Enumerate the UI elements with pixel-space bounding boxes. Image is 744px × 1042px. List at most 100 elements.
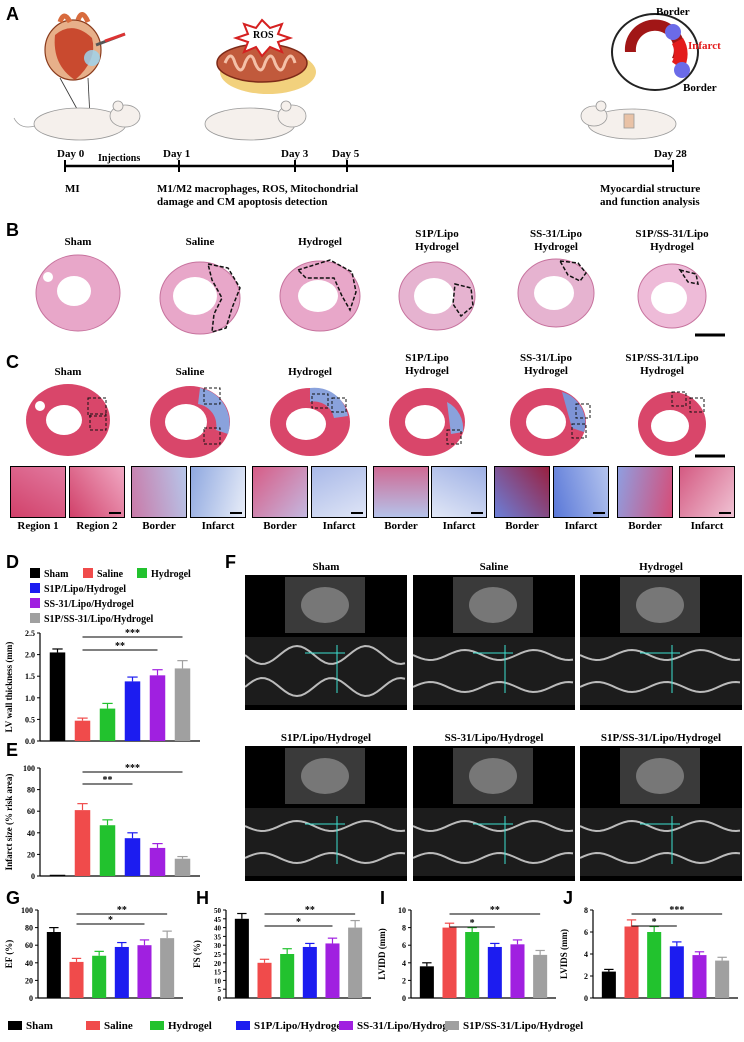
legend-swatch <box>30 583 40 593</box>
panel-label-h: H <box>196 888 209 908</box>
bar <box>92 955 107 998</box>
legend-item: Sham <box>30 568 68 580</box>
timeline-day1: Day 1 <box>163 148 191 160</box>
scale-bar-inset <box>230 512 242 514</box>
b-mode-heart <box>636 587 684 623</box>
timeline-detection-2: damage and CM apoptosis detection <box>157 196 328 208</box>
legend-swatch <box>150 1021 164 1030</box>
legend-label: Sham <box>44 569 69 580</box>
legend-swatch <box>236 1021 250 1030</box>
y-tick-label: 6 <box>402 941 406 950</box>
group-label-c: Saline <box>175 366 205 378</box>
m-mode-wall-trace <box>412 819 574 832</box>
legend-swatch <box>30 598 40 608</box>
y-tick-label: 8 <box>584 906 588 915</box>
y-tick-label: 50 <box>214 907 222 915</box>
y-tick-label: 10 <box>398 906 406 915</box>
scale-bar-inset <box>471 512 483 514</box>
mouse-illustration-3 <box>580 100 677 140</box>
legend-swatch <box>339 1021 353 1030</box>
timeline-injections: Injections <box>98 153 141 164</box>
mouse-illustration-2 <box>204 100 307 141</box>
bar <box>99 825 116 876</box>
bar <box>647 932 662 998</box>
bar <box>692 955 707 998</box>
heart-section-illustration <box>611 13 699 91</box>
inset-label: Border <box>628 520 662 532</box>
legend-item: SS-31/Lipo/Hydrogel <box>30 598 134 610</box>
b-mode-heart <box>469 587 517 623</box>
m-mode-wall-trace <box>412 681 574 694</box>
legend-label: Sham <box>26 1020 53 1032</box>
y-axis-label: LV wall thickness (mm) <box>4 642 14 733</box>
bar <box>137 945 152 998</box>
significance-label: ** <box>117 905 127 916</box>
group-label-b: Sham <box>64 236 92 248</box>
histology-inset <box>373 466 429 518</box>
group-label-b: S1P/SS-31/Lipo Hydrogel <box>635 228 709 253</box>
bar <box>280 954 295 998</box>
legend-item: Saline <box>83 568 123 580</box>
bar <box>442 927 457 998</box>
legend-swatch <box>137 568 147 578</box>
scale-bar-inset <box>109 512 121 514</box>
inset-label: Region 1 <box>17 520 59 532</box>
significance-label: *** <box>125 763 140 774</box>
y-tick-label: 40 <box>214 925 222 933</box>
timeline-day28: Day 28 <box>654 148 687 160</box>
legend-swatch <box>83 568 93 578</box>
bar <box>348 927 363 998</box>
m-mode-strip <box>580 808 742 876</box>
bar <box>510 944 525 998</box>
histology-inset <box>190 466 246 518</box>
legend-item: SS-31/Lipo/Hydrogel <box>339 1020 456 1032</box>
legend-label: Saline <box>104 1020 133 1032</box>
timeline-day5: Day 5 <box>332 148 360 160</box>
legend-label: Hydrogel <box>168 1020 212 1032</box>
panel-label-f: F <box>225 552 236 572</box>
chart-infarct-size: 0 20 40 60 80 100 Infarct size (% risk area) **… <box>4 763 200 880</box>
inset-label: Infarct <box>442 520 476 532</box>
panel-c-masson-sections <box>26 384 725 458</box>
y-tick-label: 10 <box>214 977 222 985</box>
legend-label: S1P/Lipo/Hydrogel <box>44 584 127 595</box>
m-mode-strip <box>413 637 575 705</box>
scale-bar-inset <box>351 512 363 514</box>
y-tick-label: 2.0 <box>25 651 35 660</box>
y-tick-label: 40 <box>25 959 33 968</box>
group-label-b: Saline <box>185 236 215 248</box>
y-tick-label: 30 <box>214 942 222 950</box>
m-mode-strip <box>413 808 575 876</box>
y-tick-label: 20 <box>25 976 33 985</box>
b-mode-heart <box>469 758 517 794</box>
inset-label: Border <box>384 520 418 532</box>
echo-title: Hydrogel <box>639 561 683 573</box>
y-tick-label: 0 <box>218 995 222 1003</box>
y-tick-label: 5 <box>218 986 222 994</box>
y-tick-label: 4 <box>402 959 406 968</box>
bar <box>669 946 684 998</box>
bar <box>533 954 548 998</box>
legend-item: S1P/SS-31/Lipo/Hydrogel <box>30 613 153 625</box>
panel-label-a: A <box>6 4 19 24</box>
group-label-c: Hydrogel <box>288 366 332 378</box>
echo-trace <box>412 577 575 705</box>
inset-label: Border <box>142 520 176 532</box>
significance-label: ** <box>305 905 315 916</box>
histology-inset <box>617 466 673 518</box>
echo-title: SS-31/Lipo/Hydrogel <box>444 732 544 744</box>
bar <box>114 946 129 998</box>
y-tick-label: 40 <box>27 829 35 838</box>
m-mode-wall-trace <box>244 852 406 865</box>
m-mode-wall-trace <box>244 676 406 698</box>
m-mode-wall-trace <box>244 819 406 832</box>
legend-item: Hydrogel <box>150 1020 212 1032</box>
mitochondria-illustration <box>216 18 316 94</box>
y-tick-label: 100 <box>21 906 33 915</box>
y-tick-label: 25 <box>214 951 222 959</box>
significance-label: *** <box>125 628 140 639</box>
y-tick-label: 0 <box>584 994 588 1003</box>
echo-trace <box>244 748 407 876</box>
significance-label: ** <box>490 905 500 916</box>
